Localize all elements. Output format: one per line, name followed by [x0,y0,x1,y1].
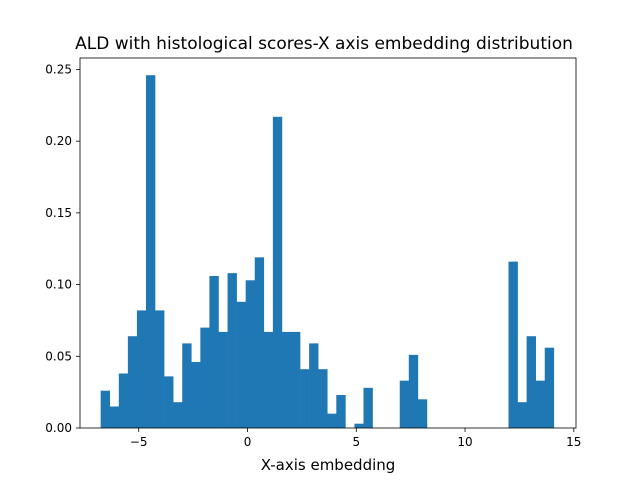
histogram-bar [417,399,428,428]
histogram-bar [327,413,337,428]
histogram-bar [155,310,165,428]
histogram-bar [517,402,527,428]
y-tick-label: 0.15 [45,206,72,220]
histogram-bar [109,406,120,428]
histogram-bar [336,395,346,428]
histogram-bar [100,390,111,428]
x-tick-label: 5 [352,435,360,449]
y-tick-label: 0.20 [45,134,72,148]
histogram-bar [218,331,228,428]
histogram-bar [281,331,292,428]
x-axis-label: X-axis embedding [261,456,396,474]
x-axis-ticks: −5 0 5 10 15 [130,428,581,449]
histogram-bar [227,273,237,428]
histogram-bar [164,376,174,428]
y-tick-label: 0.05 [45,349,72,363]
histogram-bar [263,331,274,428]
histogram-bar [363,387,373,428]
histogram-bar [354,423,364,428]
histogram-bar [209,275,219,428]
bars-group [100,75,555,429]
histogram-bar [535,380,546,428]
histogram-bar [145,75,156,429]
y-axis-ticks: 0.00 0.05 0.10 0.15 0.20 0.25 [45,62,80,435]
histogram-bar [200,327,210,428]
x-tick-label: 15 [566,435,581,449]
x-tick-label: 0 [244,435,252,449]
histogram-bar [173,402,183,428]
histogram-bar [300,369,310,428]
histogram-bar [118,373,129,428]
histogram-bar [136,310,147,428]
plot-frame [79,57,577,429]
histogram-bar [309,343,319,428]
histogram-bar [318,369,328,428]
histogram-bar [272,116,283,429]
y-tick-label: 0.10 [45,278,72,292]
histogram-bar [408,354,419,428]
histogram-bar [127,336,138,428]
x-tick-label: 10 [457,435,472,449]
x-tick-label: −5 [130,435,148,449]
histogram-bar [290,331,301,428]
histogram-bar [236,301,246,428]
histogram-bar [254,257,265,428]
histogram-bar [526,336,536,428]
histogram-bar [544,347,555,428]
histogram-bar [508,261,518,428]
histogram-bar [245,280,256,428]
histogram-bar [399,380,410,428]
histogram-bar [191,362,201,428]
y-tick-label: 0.25 [45,62,72,76]
y-tick-label: 0.00 [45,421,72,435]
histogram-bar [182,343,192,428]
chart-title: ALD with histological scores-X axis embe… [75,34,573,54]
